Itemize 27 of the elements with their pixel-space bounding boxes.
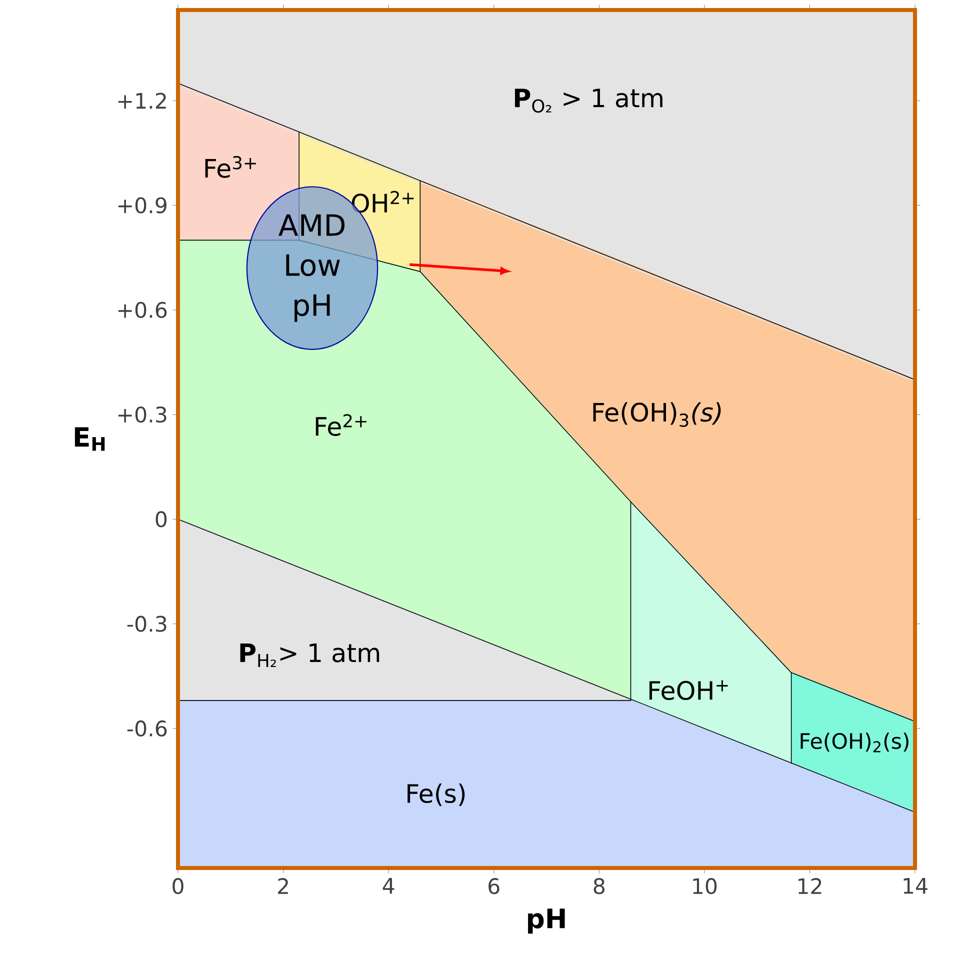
annotation: Fe(s) <box>408 783 465 806</box>
annotation: OH$^{2+}$ <box>352 190 414 213</box>
y-axis-title: E$_{H}$ <box>74 427 105 451</box>
x-axis-title: pH <box>528 908 565 934</box>
x-tick-label: 12 <box>798 878 822 894</box>
y-tick-label: +0.9 <box>118 197 166 214</box>
y-tick-label: +1.2 <box>118 92 166 109</box>
annotation: Fe$^{3+}$ <box>205 156 256 178</box>
y-tick-label: +0.6 <box>118 302 167 318</box>
annotation: P$_{H₂}$> 1 atm <box>240 644 380 667</box>
annotation: FeOH$^{+}$ <box>649 680 728 700</box>
x-tick-label: 10 <box>693 878 717 894</box>
x-tick-label: 0 <box>172 878 184 894</box>
annotation: Fe(OH)$_{2}$(s) <box>800 732 908 752</box>
x-tick-label: 4 <box>382 878 394 894</box>
x-tick-label: 14 <box>904 878 928 894</box>
annotation: Fe$^{2+}$ <box>316 414 366 436</box>
y-tick-label: 0 <box>156 511 167 528</box>
y-tick-label: -0.3 <box>127 616 166 632</box>
x-tick-label: 6 <box>488 878 500 894</box>
x-tick-label: 8 <box>594 878 604 894</box>
annotation: AMD Low pH <box>278 214 344 322</box>
annotation: Fe(OH)$_{3}$(s) <box>593 402 721 427</box>
y-tick-label: -0.6 <box>127 720 167 737</box>
y-tick-label: +0.3 <box>118 406 166 423</box>
x-tick-label: 2 <box>278 878 288 894</box>
annotation: P$_{O₂}$ > 1 atm <box>514 88 662 113</box>
